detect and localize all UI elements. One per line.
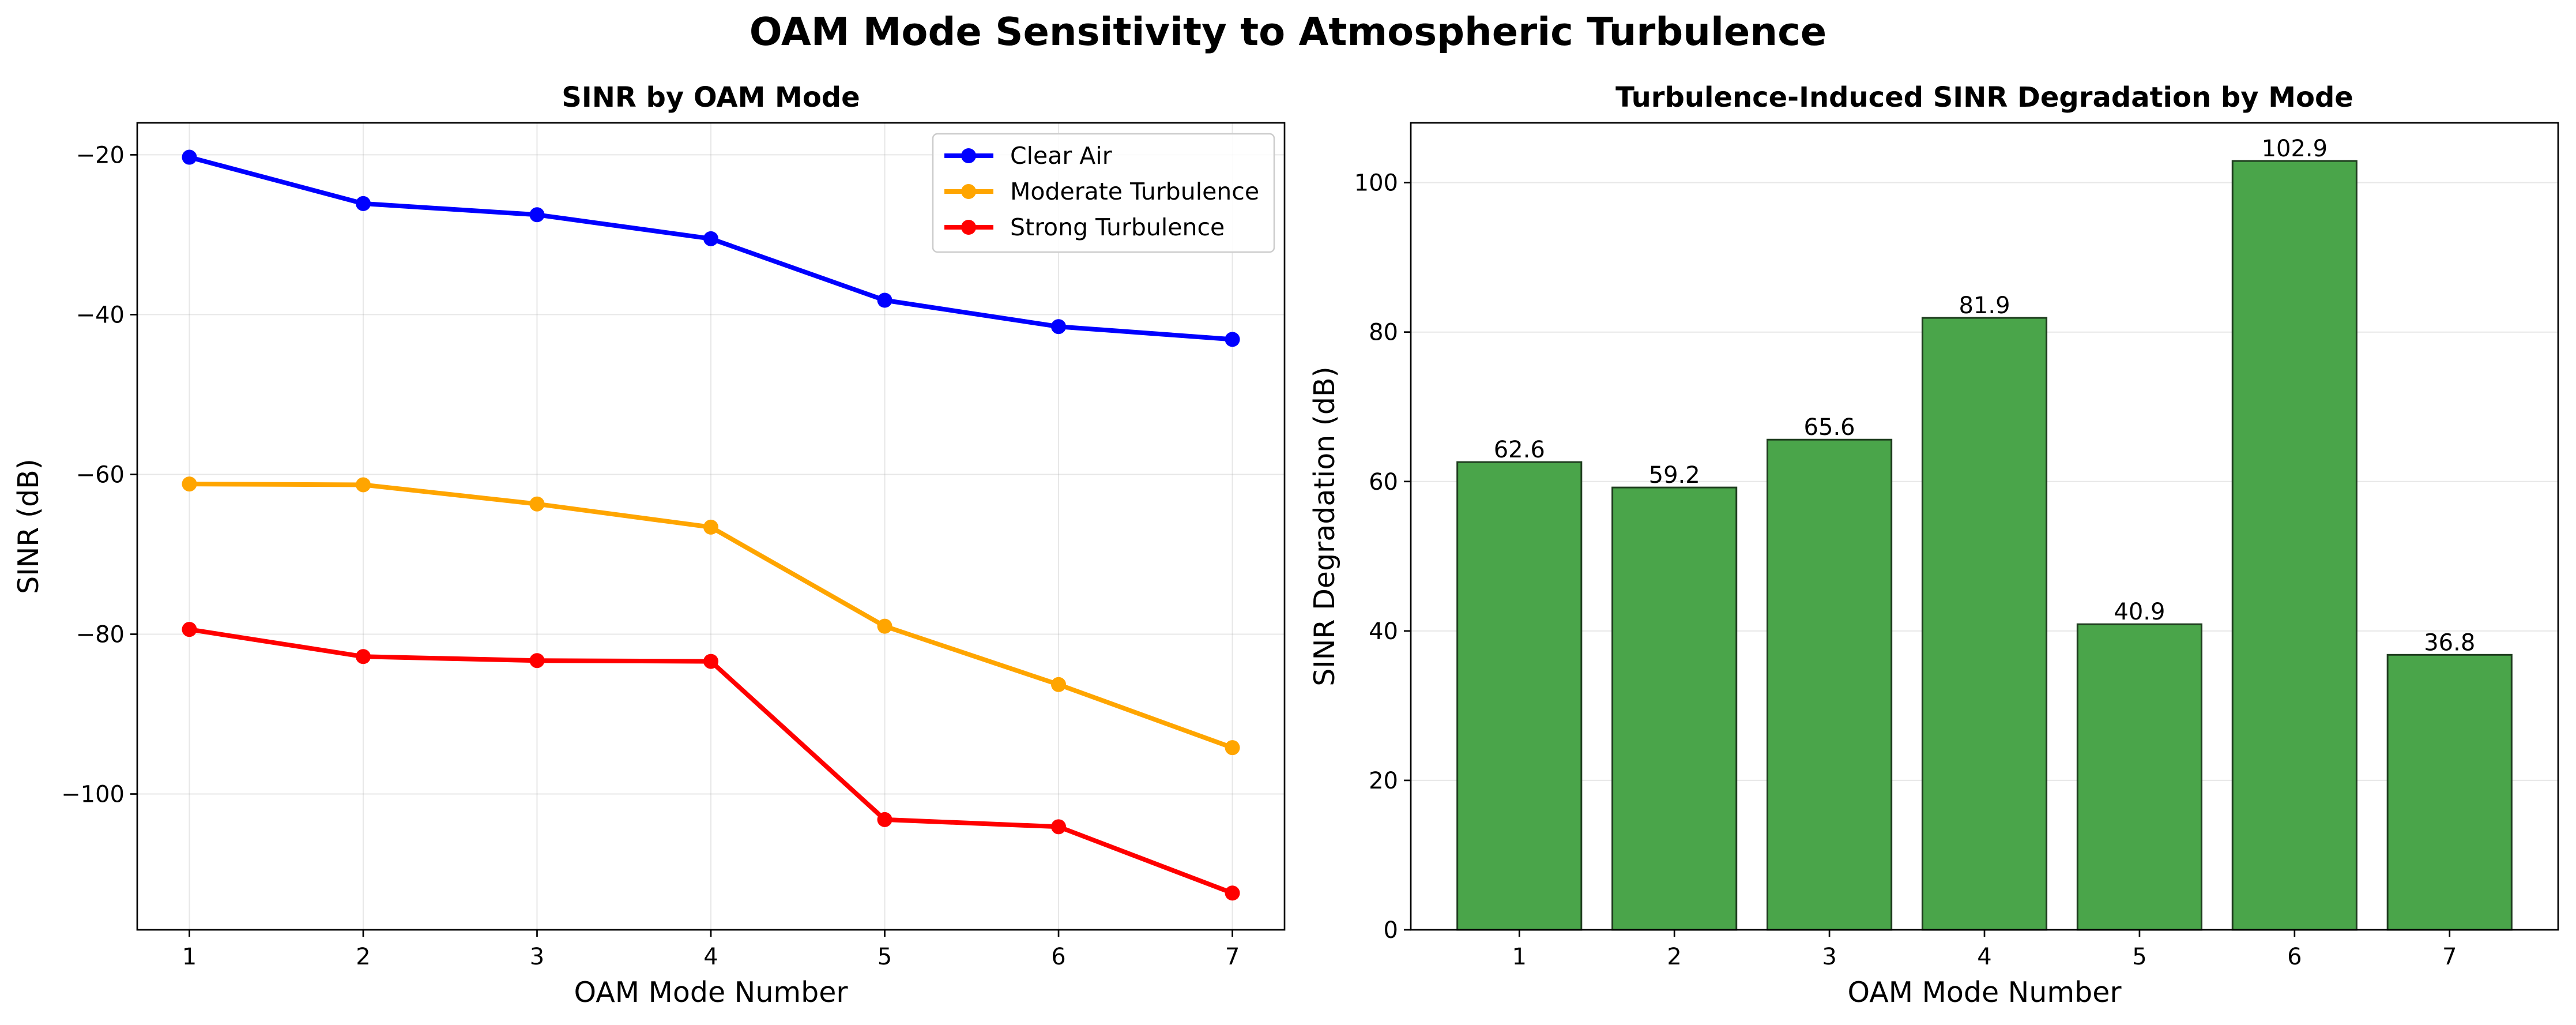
- line-chart-ticks: 1 2 3 4 5 6 7 −100 −80 −60 −40 −20: [61, 142, 1240, 970]
- x-tick-label: 3: [1822, 944, 1836, 970]
- y-tick-label: 20: [1369, 768, 1398, 794]
- figure-title: OAM Mode Sensitivity to Atmospheric Turb…: [750, 9, 1826, 54]
- series-0-point: [877, 292, 892, 308]
- line-chart-x-axis-label: OAM Mode Number: [574, 976, 849, 1009]
- series-0-point: [182, 149, 197, 165]
- series-0-point: [1225, 332, 1240, 347]
- line-chart-series: [182, 149, 1240, 901]
- legend-box: [932, 133, 1275, 253]
- bar-mode-1: [1456, 461, 1583, 931]
- series-1-point: [529, 496, 545, 512]
- legend-marker-1: [961, 184, 976, 199]
- bar-mode-2: [1611, 486, 1738, 931]
- series-2-point: [877, 812, 892, 827]
- bar-value-label: 62.6: [1494, 437, 1545, 463]
- x-tick-label: 4: [703, 944, 718, 970]
- line-chart-title: SINR by OAM Mode: [562, 81, 860, 114]
- bar-mode-5: [2076, 623, 2202, 931]
- series-1-point: [877, 618, 892, 634]
- series-2-point: [529, 653, 545, 669]
- bar-mode-3: [1767, 438, 1893, 931]
- legend-marker-2: [961, 220, 976, 235]
- series-2-point: [182, 622, 197, 637]
- x-tick-label: 1: [1512, 944, 1527, 970]
- series-0-point: [1051, 319, 1067, 335]
- sinr-line-chart: SINR by OAM Mode 1 2 3 4 5 6 7 −100 −80 −60 −40 −20…: [12, 81, 1286, 1009]
- series-0-point: [703, 231, 718, 246]
- bar-chart-bars: [1456, 160, 2513, 931]
- line-chart-grid: [137, 123, 1285, 930]
- x-tick-label: 7: [2442, 944, 2457, 970]
- line-chart-legend: Clear Air Moderate Turbulence Strong Turbu…: [932, 133, 1275, 253]
- bar-value-label: 59.2: [1649, 462, 1700, 489]
- bar-mode-4: [1921, 317, 2048, 931]
- x-tick-label: 5: [2132, 944, 2146, 970]
- series-1-point: [1051, 677, 1067, 692]
- series-2-point: [703, 654, 718, 669]
- bar-value-label: 81.9: [1959, 292, 2010, 319]
- bar-chart-ticks: 0 20 40 60 80 100 1 2 3 4 5 6 7: [1354, 170, 2457, 970]
- series-1-point: [182, 476, 197, 492]
- series-1-point: [703, 519, 718, 535]
- bar-value-label: 65.6: [1804, 414, 1855, 441]
- bar-chart-value-labels: 62.6 59.2 65.6 81.9 40.9 102.9 36.8: [1494, 136, 2476, 656]
- legend-label-0: Clear Air: [1010, 142, 1112, 170]
- series-1-point: [1225, 740, 1240, 756]
- x-tick-label: 6: [1051, 944, 1065, 970]
- x-tick-label: 1: [182, 944, 197, 970]
- y-tick-label: 100: [1354, 170, 1398, 197]
- y-tick-label: 0: [1384, 917, 1398, 944]
- legend-label-2: Strong Turbulence: [1010, 213, 1225, 241]
- legend-label-1: Moderate Turbulence: [1010, 178, 1259, 205]
- series-2-point: [355, 649, 371, 664]
- series-0-point: [529, 207, 545, 223]
- series-1-point: [355, 477, 371, 493]
- x-tick-label: 4: [1977, 944, 1991, 970]
- y-tick-label: −100: [61, 782, 125, 808]
- y-tick-label: −40: [76, 302, 125, 328]
- line-chart-y-axis-label: SINR (dB): [12, 459, 45, 594]
- x-tick-label: 6: [2287, 944, 2302, 970]
- y-tick-label: −60: [76, 461, 125, 488]
- y-tick-label: 40: [1369, 618, 1398, 645]
- bar-value-label: 40.9: [2114, 599, 2165, 625]
- y-tick-label: −80: [76, 621, 125, 648]
- series-2-point: [1225, 885, 1240, 901]
- legend-marker-0: [961, 148, 976, 163]
- x-tick-label: 2: [1667, 944, 1681, 970]
- degradation-bar-chart: Turbulence-Induced SINR Degradation by M…: [1308, 81, 2559, 1009]
- y-tick-label: 60: [1369, 469, 1398, 495]
- y-tick-label: 80: [1369, 320, 1398, 346]
- series-0-point: [355, 196, 371, 211]
- bar-mode-7: [2386, 654, 2513, 931]
- y-tick-label: −20: [76, 142, 125, 168]
- x-tick-label: 5: [878, 944, 892, 970]
- bar-chart-x-axis-label: OAM Mode Number: [1848, 976, 2122, 1009]
- series-2-point: [1051, 819, 1067, 835]
- bar-value-label: 36.8: [2424, 629, 2475, 656]
- x-tick-label: 7: [1225, 944, 1240, 970]
- bar-chart-title: Turbulence-Induced SINR Degradation by M…: [1615, 81, 2353, 114]
- bar-value-label: 102.9: [2262, 136, 2328, 162]
- x-tick-label: 3: [530, 944, 544, 970]
- bar-mode-6: [2231, 160, 2357, 931]
- x-tick-label: 2: [356, 944, 370, 970]
- bar-chart-y-axis-label: SINR Degradation (dB): [1308, 366, 1341, 686]
